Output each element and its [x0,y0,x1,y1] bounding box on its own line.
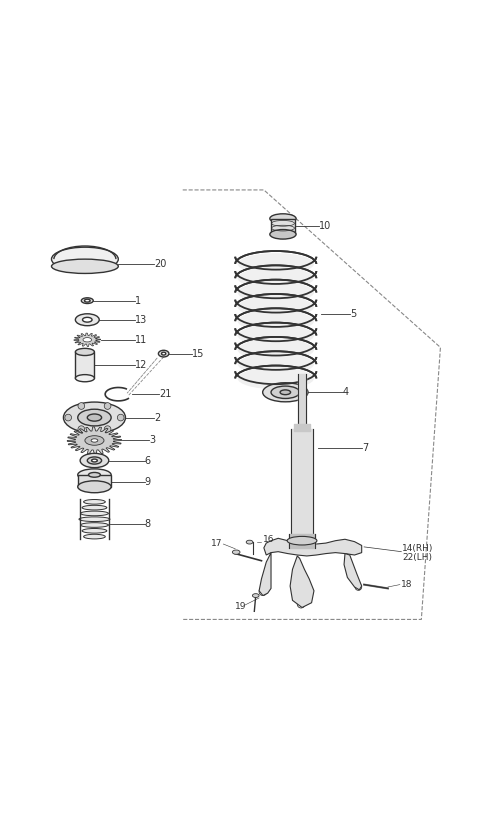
Ellipse shape [84,535,105,539]
Text: 11: 11 [135,335,147,344]
Ellipse shape [83,338,92,342]
Ellipse shape [84,499,105,504]
Circle shape [297,600,305,608]
Ellipse shape [81,511,108,515]
Polygon shape [344,554,362,590]
Text: 20: 20 [154,259,167,269]
Text: 5: 5 [350,309,356,319]
Ellipse shape [78,409,111,426]
Circle shape [65,414,72,421]
Ellipse shape [82,529,107,533]
Ellipse shape [79,517,110,521]
Ellipse shape [75,349,95,355]
Ellipse shape [270,214,296,224]
Circle shape [78,402,84,409]
Circle shape [78,426,84,432]
Ellipse shape [88,473,100,477]
Polygon shape [290,556,314,608]
Text: 7: 7 [362,442,368,453]
Text: 21: 21 [159,389,171,399]
Ellipse shape [238,368,314,389]
Polygon shape [67,427,121,454]
Text: 8: 8 [144,519,151,529]
Ellipse shape [92,459,97,462]
Ellipse shape [238,310,314,332]
Ellipse shape [161,352,166,355]
Text: 15: 15 [192,349,204,359]
Ellipse shape [81,297,93,303]
Text: 2: 2 [154,412,160,422]
Text: 9: 9 [144,477,151,487]
Ellipse shape [80,453,109,468]
Ellipse shape [75,375,95,382]
Circle shape [104,426,111,432]
Text: 16: 16 [263,535,275,544]
Ellipse shape [238,253,314,275]
Ellipse shape [158,350,169,357]
Polygon shape [259,552,271,596]
Ellipse shape [87,414,102,422]
Circle shape [355,583,362,590]
Text: 6: 6 [144,456,151,466]
Ellipse shape [238,325,314,346]
Text: 14(RH): 14(RH) [402,545,433,553]
Text: 4: 4 [343,387,349,397]
Ellipse shape [63,402,125,433]
Ellipse shape [238,354,314,375]
Ellipse shape [238,296,314,318]
Polygon shape [74,333,101,346]
Ellipse shape [51,247,118,271]
Ellipse shape [271,386,300,399]
Polygon shape [264,538,362,556]
Ellipse shape [238,267,314,289]
Ellipse shape [87,457,102,464]
Ellipse shape [78,469,111,481]
Ellipse shape [91,439,98,442]
Ellipse shape [85,436,104,445]
Text: 22(LH): 22(LH) [402,553,432,562]
Bar [271,219,295,235]
Ellipse shape [238,282,314,303]
Text: 3: 3 [149,436,156,446]
Ellipse shape [78,481,111,493]
Ellipse shape [82,505,107,510]
Ellipse shape [252,593,259,597]
Ellipse shape [287,536,317,545]
Text: 19: 19 [235,602,247,611]
Bar [75,352,95,378]
Text: 18: 18 [401,580,413,589]
Circle shape [104,402,111,409]
Ellipse shape [51,259,118,273]
Ellipse shape [75,313,99,326]
Text: 17: 17 [211,539,223,547]
Ellipse shape [238,339,314,360]
Ellipse shape [83,318,92,322]
Text: 12: 12 [135,360,147,370]
Ellipse shape [263,383,308,401]
Ellipse shape [84,299,90,302]
Ellipse shape [81,523,108,527]
Ellipse shape [246,541,253,544]
Circle shape [259,588,267,596]
Text: 1: 1 [135,296,141,306]
Circle shape [117,414,124,421]
Text: 10: 10 [319,220,331,230]
Bar [78,475,111,487]
Text: 13: 13 [135,315,147,325]
Ellipse shape [232,550,240,554]
Ellipse shape [280,390,290,395]
Ellipse shape [270,230,296,239]
